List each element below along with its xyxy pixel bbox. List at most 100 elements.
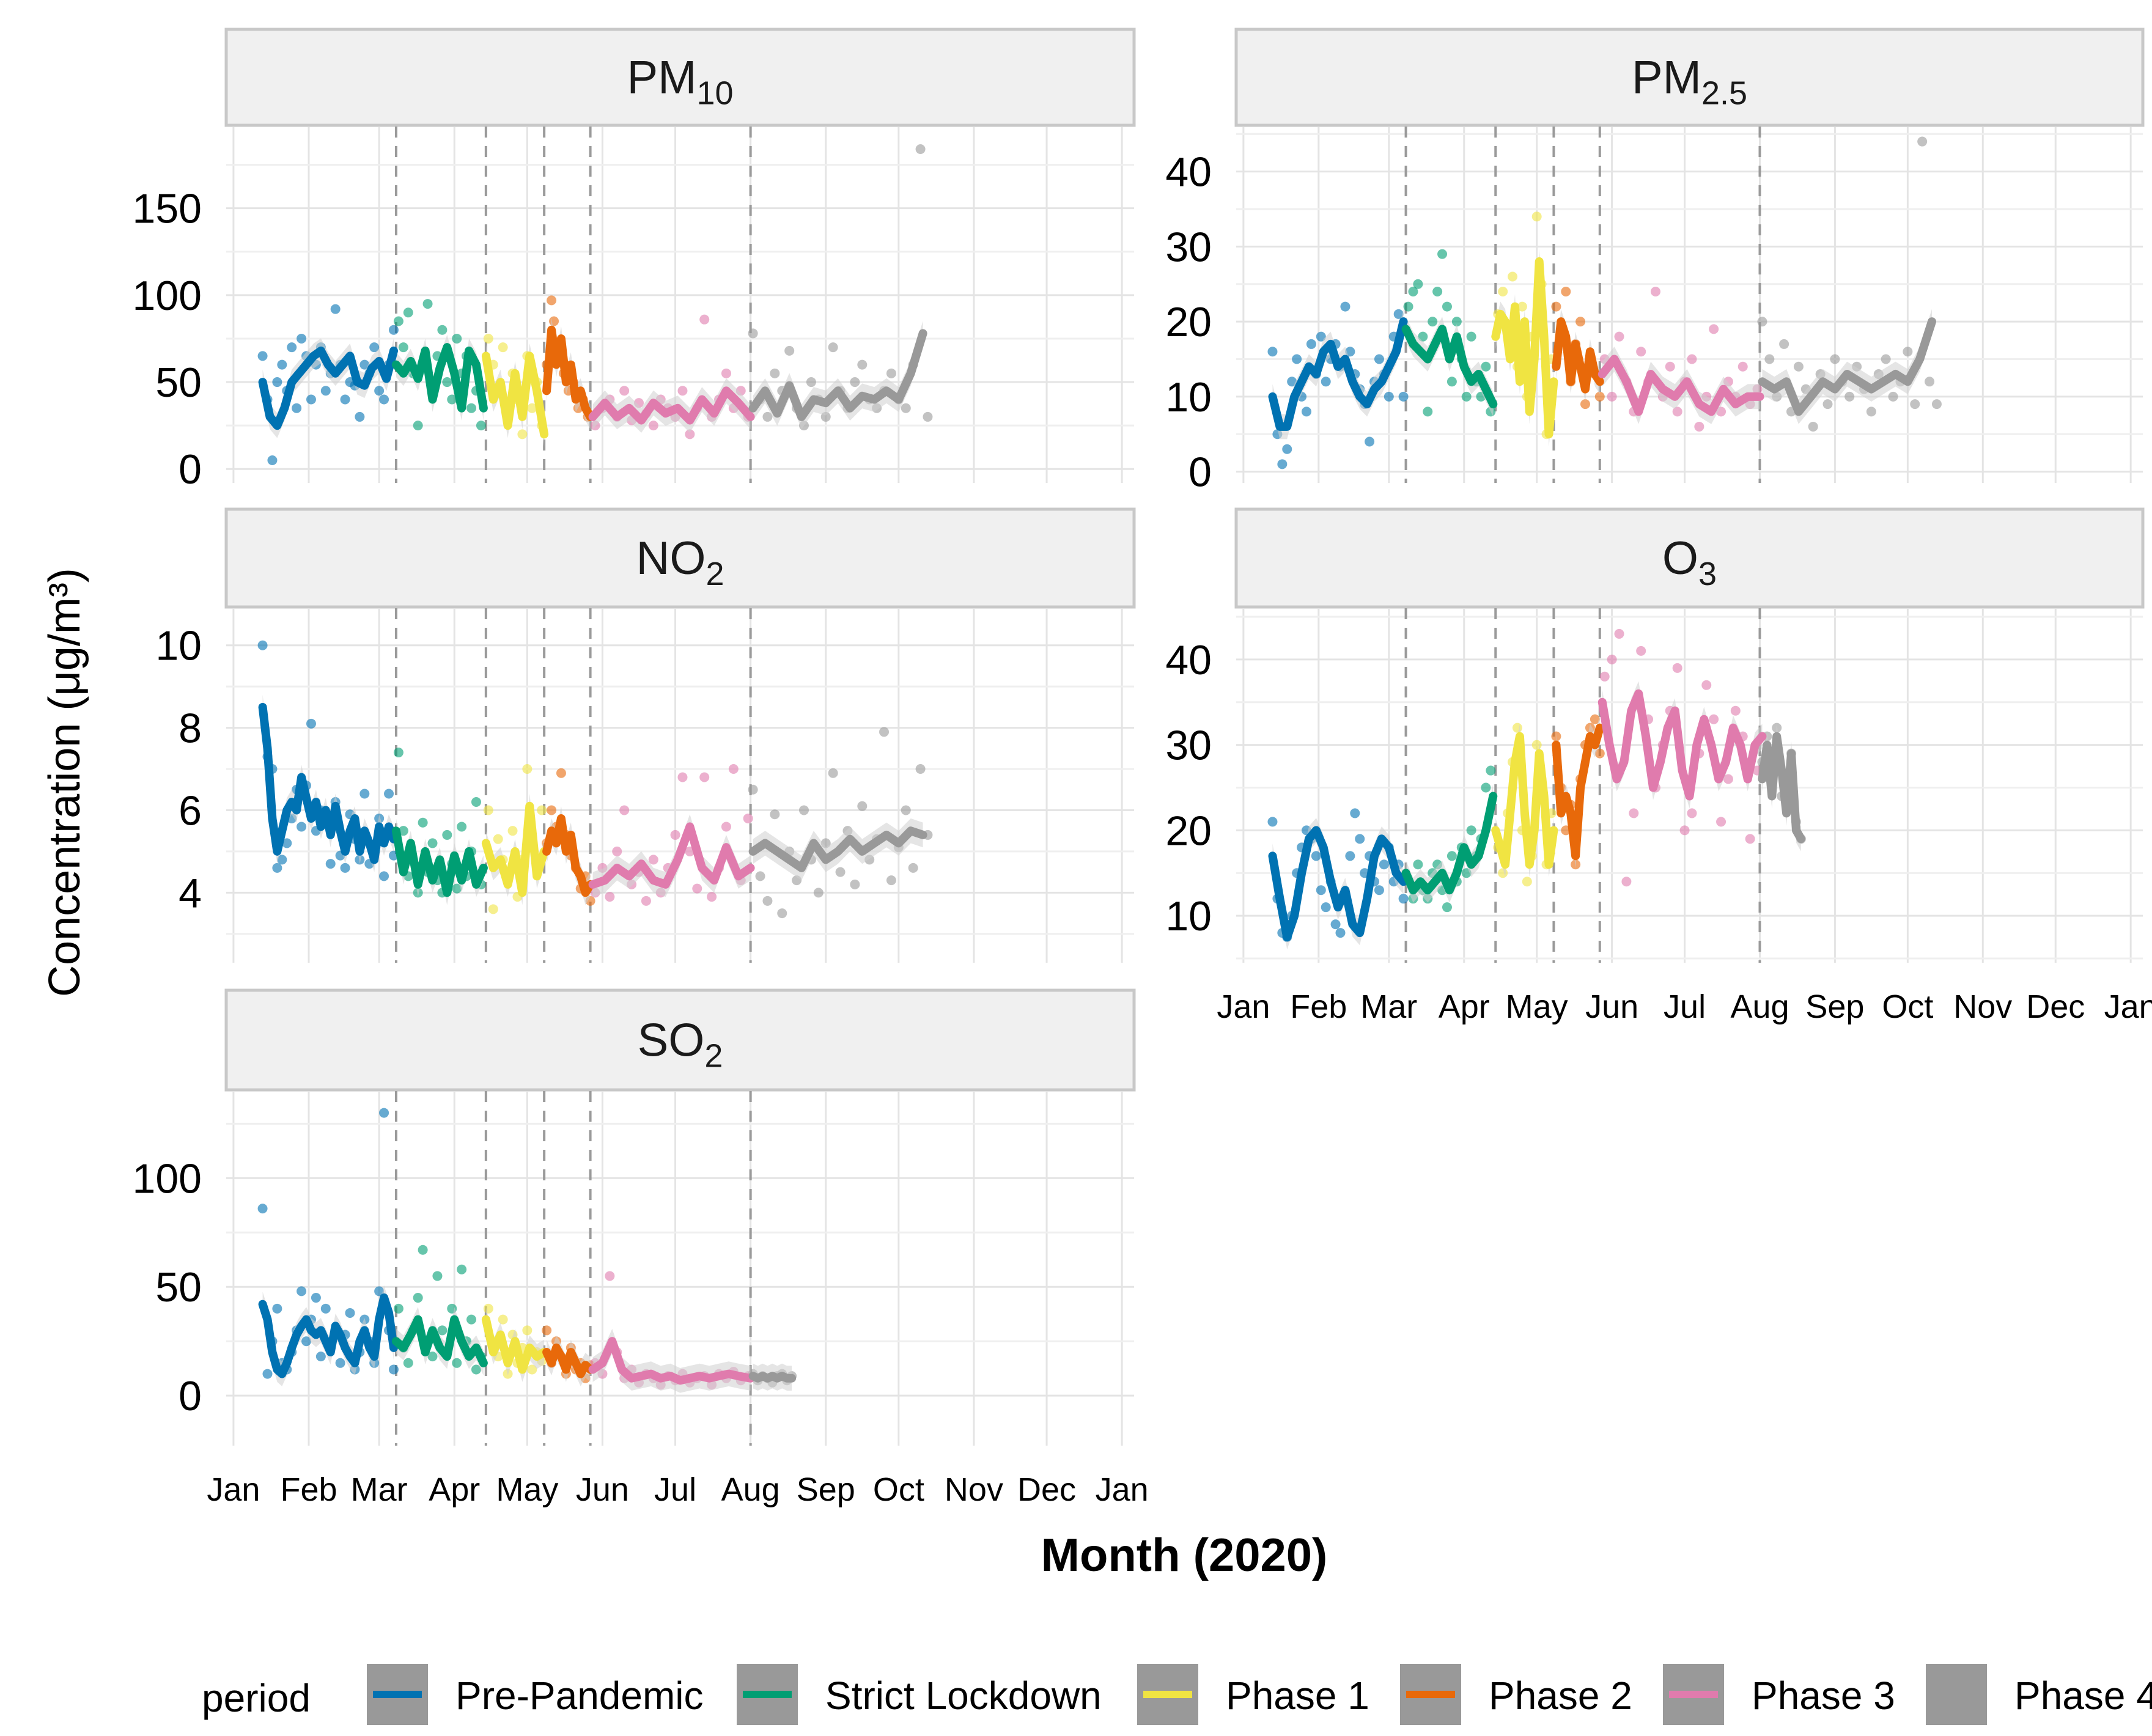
data-point: [306, 394, 316, 405]
x-tick-label: Jan: [2104, 988, 2152, 1025]
data-point: [605, 1271, 615, 1281]
data-point: [648, 421, 658, 431]
data-point: [537, 805, 547, 815]
data-point: [355, 411, 365, 422]
data-point: [1311, 851, 1321, 861]
data-point: [762, 411, 773, 422]
points-pm25: [1267, 136, 1942, 469]
panel-no2: NO2 4 6 8 10: [155, 507, 1136, 963]
data-point: [1723, 774, 1733, 784]
data-point: [527, 1364, 537, 1375]
data-point: [452, 1358, 462, 1368]
smooth-line-pre-pandemic: [258, 702, 398, 864]
data-point: [1486, 765, 1496, 776]
data-point: [398, 342, 408, 353]
smooth-line-phase-1: [481, 1315, 549, 1374]
data-point: [1737, 361, 1748, 372]
x-tick-label: May: [1506, 988, 1568, 1025]
data-point: [549, 316, 559, 326]
confidence-ribbon: [1406, 784, 1494, 903]
smooth-line-phase-2: [1552, 723, 1604, 861]
x-tick-label: Apr: [429, 1471, 480, 1508]
data-point: [743, 813, 753, 823]
data-point: [517, 429, 528, 440]
data-point: [1466, 331, 1476, 342]
data-point: [1321, 377, 1331, 387]
smooth-line-phase-2: [542, 325, 595, 421]
legend-label: Pre-Pandemic: [455, 1674, 704, 1718]
data-point: [1636, 645, 1646, 656]
smooth-lines-so2: [258, 1285, 797, 1393]
confidence-ribbon: [262, 1285, 394, 1386]
data-point: [1374, 885, 1384, 896]
data-point: [488, 904, 498, 914]
data-point: [359, 359, 370, 370]
data-point: [670, 829, 680, 840]
data-point: [619, 805, 630, 815]
legend-label: Phase 1: [1226, 1674, 1369, 1718]
y-tick-label: 8: [179, 705, 202, 752]
data-point: [728, 764, 739, 774]
data-point: [345, 1308, 355, 1318]
data-point: [1866, 406, 1876, 417]
panel-o3: O3 10 20 30 40 Jan Feb Mar Apr May Jun Jul Aug Sep Oct…: [1165, 507, 2152, 1025]
smooth-line-phase-3: [588, 1337, 755, 1385]
x-tick-label: Sep: [797, 1471, 855, 1508]
data-point: [915, 144, 926, 154]
smooth-line-phase-1: [1491, 732, 1558, 869]
data-point: [522, 764, 532, 774]
data-point: [442, 829, 452, 840]
legend-label: Phase 2: [1489, 1674, 1632, 1718]
data-point: [1599, 671, 1610, 682]
data-point: [1398, 391, 1409, 402]
data-point: [413, 1293, 423, 1303]
data-point: [457, 1264, 467, 1274]
data-point: [1512, 723, 1522, 733]
data-point: [879, 727, 890, 737]
x-tick-label: Jul: [654, 1471, 696, 1508]
strip-o3: [1234, 507, 2145, 609]
data-point: [1822, 399, 1833, 410]
data-point: [393, 316, 404, 326]
smooth-line-phase-2: [542, 814, 595, 897]
data-point: [1607, 391, 1617, 402]
data-point: [527, 403, 537, 413]
x-tick-label: Feb: [280, 1471, 337, 1508]
data-point: [1408, 287, 1418, 297]
data-point: [1694, 421, 1704, 432]
data-point: [1267, 347, 1278, 357]
smooth-line-phase-3: [588, 822, 755, 889]
y-tick-label: 30: [1165, 723, 1212, 769]
data-point: [770, 809, 780, 820]
data-point: [1384, 391, 1394, 402]
data-point: [748, 328, 758, 339]
strip-title-main: PM: [627, 52, 696, 104]
data-point: [320, 386, 331, 396]
smooth-line-pre-pandemic: [258, 346, 398, 430]
data-point: [432, 1271, 443, 1281]
smooth-line-strict-lockdown: [391, 826, 488, 897]
y-tick-label: 4: [179, 870, 202, 916]
gridlines-so2: [226, 1091, 1134, 1446]
data-point: [699, 314, 710, 325]
data-point: [901, 805, 911, 815]
data-point: [1340, 301, 1351, 312]
y-tick-label: 0: [1188, 449, 1212, 496]
data-point: [393, 1303, 404, 1314]
smooth-line-phase-4: [1758, 732, 1805, 844]
data-point: [1432, 287, 1443, 297]
data-point: [282, 838, 292, 848]
data-point: [301, 1336, 312, 1347]
data-point: [1374, 354, 1384, 364]
data-point: [379, 1108, 389, 1118]
data-point: [1522, 877, 1532, 887]
gridlines-pm25: [1236, 127, 2143, 483]
x-tick-label: Aug: [721, 1471, 780, 1508]
data-point: [262, 1369, 273, 1379]
data-point: [427, 838, 438, 848]
data-point: [1793, 361, 1804, 372]
data-point: [1403, 301, 1413, 312]
data-point: [403, 1358, 413, 1368]
y-tick-label: 20: [1165, 807, 1212, 854]
